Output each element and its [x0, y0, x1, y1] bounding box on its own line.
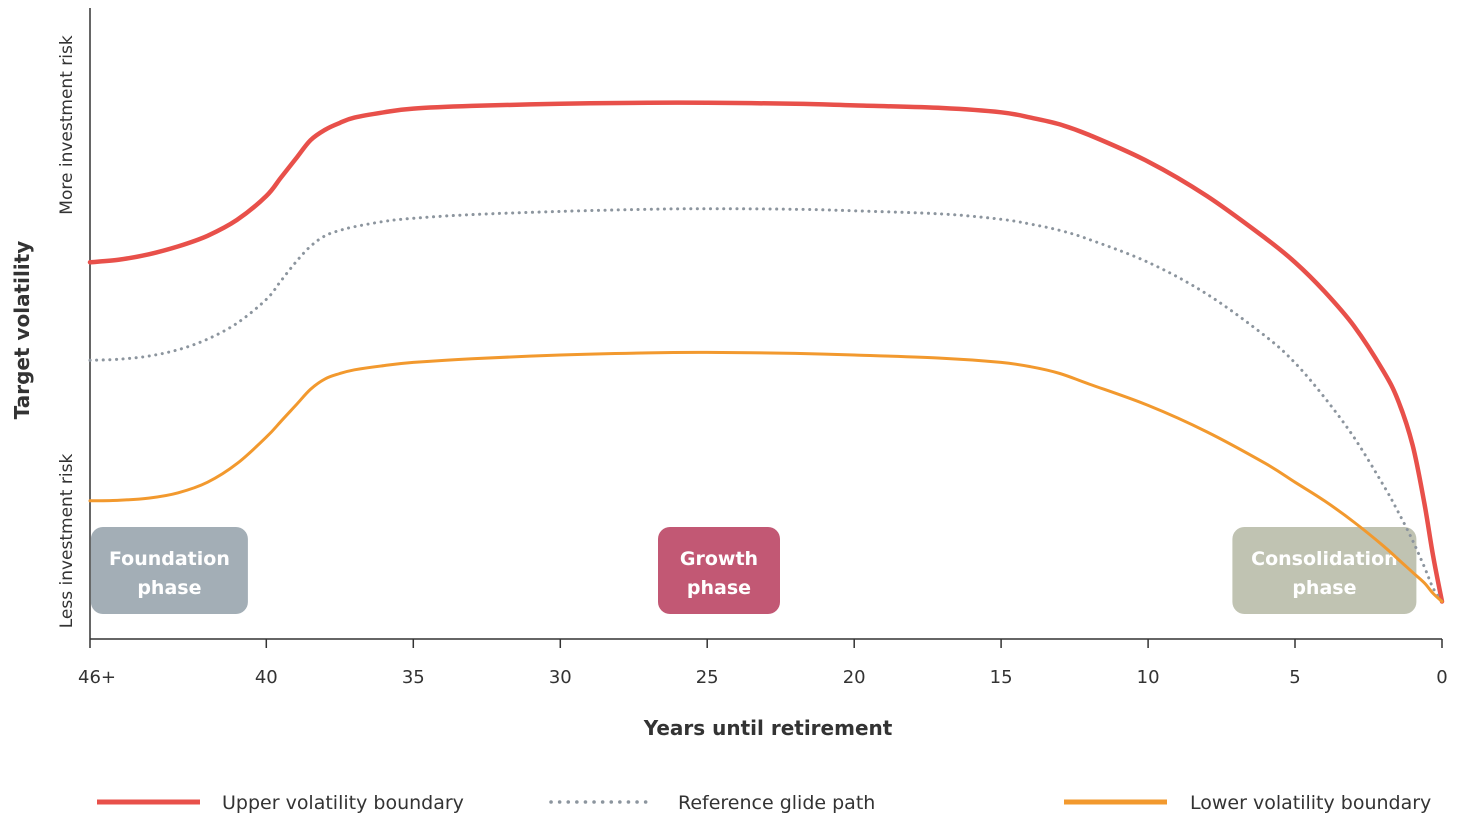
x-tick-label: 0 [1436, 667, 1447, 688]
phase-box-bg [1232, 527, 1417, 614]
phase-label: Growth [680, 548, 758, 570]
x-axis-title: Years until retirement [643, 716, 893, 740]
series-line-reference-glide-path [88, 207, 1444, 603]
legend: Upper volatility boundary Reference glide… [97, 792, 1431, 814]
legend-label: Lower volatility boundary [1190, 792, 1431, 814]
series-lines [87, 100, 1445, 604]
legend-label: Upper volatility boundary [222, 792, 464, 814]
y-axis-title: Target volatility [10, 241, 34, 420]
legend-item: Reference glide path [549, 792, 875, 814]
x-tick-label: 46+ [78, 667, 116, 688]
legend-label: Reference glide path [678, 792, 875, 814]
x-tick-label: 15 [990, 667, 1013, 688]
x-tick-label: 25 [696, 667, 719, 688]
series-line-upper-volatility-boundary [87, 100, 1445, 604]
x-tick-label: 10 [1137, 667, 1160, 688]
phase-label: Foundation [109, 548, 230, 570]
phase-label: phase [137, 577, 201, 599]
phase-box-consolidation: Consolidation phase [1232, 527, 1417, 614]
series-line-lower-volatility-boundary [88, 350, 1444, 603]
x-axis-ticks: 46+ 40 35 30 25 20 15 10 5 0 [78, 639, 1448, 688]
x-tick-label: 30 [549, 667, 572, 688]
phase-label: phase [1292, 577, 1356, 599]
phase-box-foundation: Foundation phase [90, 527, 248, 614]
phase-label: Consolidation [1251, 548, 1398, 570]
phase-box-bg [658, 527, 780, 614]
phase-annotations: Foundation phase Growth phase Consolidation p… [90, 527, 1417, 614]
y-axis-low-label: Less investment risk [57, 454, 77, 629]
y-axis-high-label: More investment risk [57, 35, 77, 215]
phase-box-growth: Growth phase [658, 527, 780, 614]
phase-box-bg [90, 527, 248, 614]
x-tick-label: 35 [402, 667, 425, 688]
phase-label: phase [687, 577, 751, 599]
x-tick-label: 20 [843, 667, 866, 688]
x-tick-label: 5 [1289, 667, 1300, 688]
legend-item: Upper volatility boundary [97, 792, 464, 814]
legend-item: Lower volatility boundary [1064, 792, 1431, 814]
x-tick-label: 40 [255, 667, 278, 688]
